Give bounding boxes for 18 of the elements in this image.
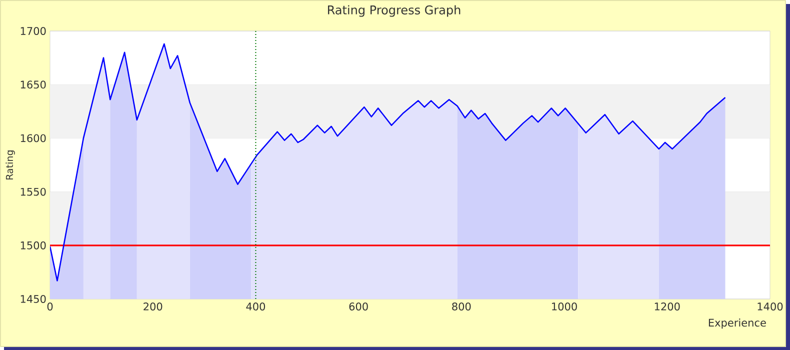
x-tick-label: 400 bbox=[246, 302, 266, 310]
y-tick-label: 1650 bbox=[20, 80, 46, 89]
y-tick-label: 1450 bbox=[20, 295, 46, 303]
y-tick-label: 1500 bbox=[20, 241, 46, 250]
x-tick-label: 600 bbox=[349, 302, 368, 310]
y-axis-title: Rating bbox=[6, 150, 15, 180]
line-series bbox=[50, 43, 726, 282]
chart-title: Rating Progress Graph bbox=[328, 5, 460, 17]
y-tick-label: 1600 bbox=[20, 134, 46, 142]
x-tick-label: 1200 bbox=[654, 302, 680, 310]
x-axis-title: Experience bbox=[708, 318, 766, 329]
x-tick-label: 1400 bbox=[758, 302, 783, 310]
x-tick-label: 0 bbox=[47, 302, 53, 310]
x-tick-label: 800 bbox=[452, 302, 471, 310]
x-tick-label: 1000 bbox=[552, 302, 577, 310]
y-tick-label: 1550 bbox=[20, 188, 46, 196]
y-tick-label: 1700 bbox=[20, 27, 46, 35]
x-tick-label: 200 bbox=[144, 302, 162, 310]
